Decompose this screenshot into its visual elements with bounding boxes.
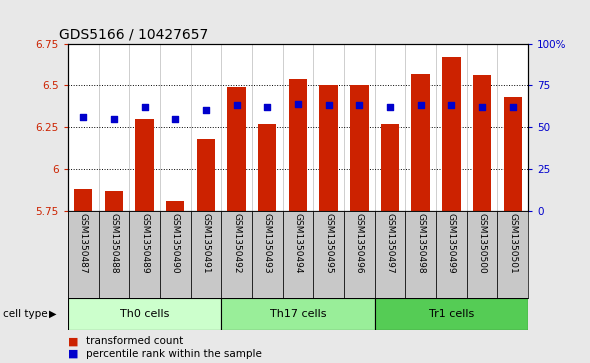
Bar bbox=[160, 211, 191, 298]
Text: GSM1350499: GSM1350499 bbox=[447, 213, 456, 274]
Point bbox=[416, 102, 425, 108]
Bar bbox=[196, 139, 215, 211]
Bar bbox=[436, 211, 467, 298]
Text: GSM1350490: GSM1350490 bbox=[171, 213, 180, 274]
Bar bbox=[319, 85, 338, 211]
Bar bbox=[283, 211, 313, 298]
Point bbox=[477, 104, 487, 110]
Text: ▶: ▶ bbox=[49, 309, 57, 319]
Bar bbox=[381, 124, 399, 211]
Text: GSM1350492: GSM1350492 bbox=[232, 213, 241, 274]
Text: GDS5166 / 10427657: GDS5166 / 10427657 bbox=[58, 27, 208, 41]
Bar bbox=[74, 189, 93, 211]
Text: Th17 cells: Th17 cells bbox=[270, 309, 326, 319]
Bar bbox=[473, 75, 491, 211]
Text: GSM1350496: GSM1350496 bbox=[355, 213, 364, 274]
Bar bbox=[411, 74, 430, 211]
Bar bbox=[375, 298, 528, 330]
Bar bbox=[135, 119, 154, 211]
Bar bbox=[313, 211, 344, 298]
Text: GSM1350497: GSM1350497 bbox=[385, 213, 395, 274]
Text: ■: ■ bbox=[68, 349, 78, 359]
Bar bbox=[503, 97, 522, 211]
Bar bbox=[350, 85, 369, 211]
Text: ■: ■ bbox=[68, 336, 78, 346]
Text: GSM1350487: GSM1350487 bbox=[78, 213, 88, 274]
Bar bbox=[166, 200, 185, 211]
Point bbox=[263, 104, 272, 110]
Bar bbox=[467, 211, 497, 298]
Bar bbox=[497, 211, 528, 298]
Bar bbox=[227, 87, 246, 211]
Text: cell type: cell type bbox=[3, 309, 48, 319]
Point bbox=[447, 102, 456, 108]
Bar bbox=[375, 211, 405, 298]
Bar bbox=[405, 211, 436, 298]
Point bbox=[78, 114, 88, 120]
Point bbox=[140, 104, 149, 110]
Bar bbox=[289, 79, 307, 211]
Point bbox=[355, 102, 364, 108]
Bar bbox=[68, 298, 221, 330]
Bar bbox=[68, 211, 99, 298]
Text: GSM1350495: GSM1350495 bbox=[324, 213, 333, 274]
Point bbox=[324, 102, 333, 108]
Text: GSM1350488: GSM1350488 bbox=[109, 213, 119, 274]
Text: Th0 cells: Th0 cells bbox=[120, 309, 169, 319]
Point bbox=[508, 104, 517, 110]
Bar bbox=[258, 124, 277, 211]
Text: GSM1350500: GSM1350500 bbox=[477, 213, 487, 274]
Bar bbox=[344, 211, 375, 298]
Text: GSM1350489: GSM1350489 bbox=[140, 213, 149, 274]
Bar bbox=[129, 211, 160, 298]
Point bbox=[385, 104, 395, 110]
Bar bbox=[191, 211, 221, 298]
Point bbox=[232, 102, 241, 108]
Bar bbox=[99, 211, 129, 298]
Text: GSM1350501: GSM1350501 bbox=[508, 213, 517, 274]
Text: percentile rank within the sample: percentile rank within the sample bbox=[86, 349, 261, 359]
Text: transformed count: transformed count bbox=[86, 336, 183, 346]
Point bbox=[201, 107, 211, 113]
Point bbox=[171, 116, 180, 122]
Text: GSM1350491: GSM1350491 bbox=[201, 213, 211, 274]
Bar bbox=[252, 211, 283, 298]
Bar bbox=[104, 191, 123, 211]
Point bbox=[293, 101, 303, 107]
Text: GSM1350498: GSM1350498 bbox=[416, 213, 425, 274]
Text: GSM1350493: GSM1350493 bbox=[263, 213, 272, 274]
Text: Tr1 cells: Tr1 cells bbox=[429, 309, 474, 319]
Bar bbox=[221, 211, 252, 298]
Bar bbox=[221, 298, 375, 330]
Text: GSM1350494: GSM1350494 bbox=[293, 213, 303, 274]
Point bbox=[109, 116, 119, 122]
Bar bbox=[442, 57, 461, 211]
